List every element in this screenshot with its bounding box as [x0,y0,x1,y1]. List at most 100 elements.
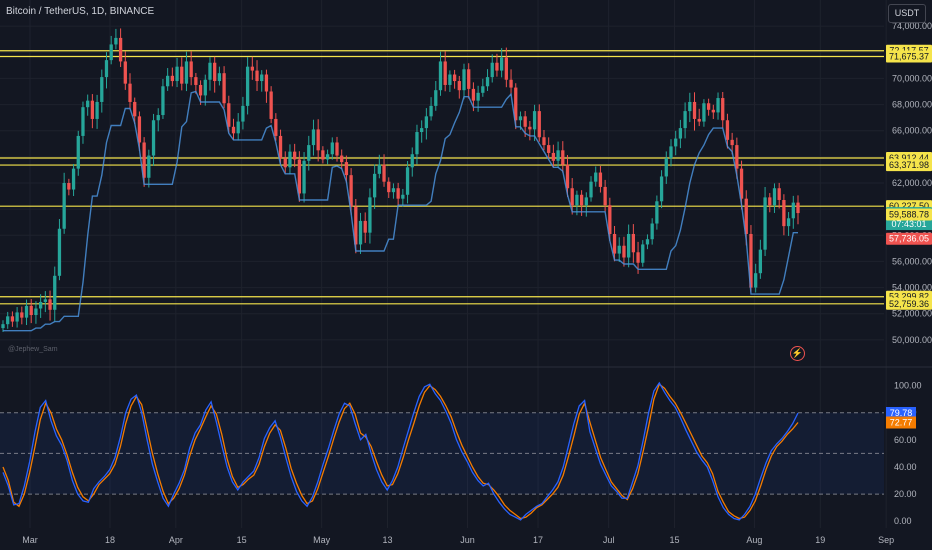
candle-body [128,83,132,102]
price-tick-label: 52,000.00 [892,309,932,319]
candle-body [636,252,640,263]
price-tags: 72,117.5771,675.3763,912.4463,371.9860,2… [886,44,932,310]
candle-body [57,228,62,276]
time-tick-label: 15 [669,535,679,545]
candle-body [180,66,184,84]
candle-body [739,168,744,199]
candle-body [532,111,537,130]
flash-icon[interactable]: ⚡ [790,346,805,361]
candle-body [10,316,15,322]
candle-body [67,183,71,190]
candle-body [1,324,5,329]
candle-body [81,107,85,136]
candle-body [688,101,692,112]
candle-body [283,158,287,168]
candle-body [561,150,565,165]
stoch-k-tag: 79.78 [890,408,913,418]
candle-body [565,164,570,189]
time-tick-label: Jun [460,535,475,545]
candle-body [429,105,433,117]
candle-body [471,88,476,101]
candle-body [250,66,254,71]
level-price-tag: 52,759.36 [889,299,929,309]
time-tick-label: Sep [878,535,894,545]
candle-body [260,74,264,82]
currency-button[interactable]: USDT [888,4,926,23]
candle-body [476,92,480,101]
candle-body [62,183,66,229]
candle-body [485,77,490,87]
candle-body [231,126,236,134]
candle-body [499,57,504,71]
price-tick-label: 68,000.00 [892,100,932,110]
candle-body [194,77,198,85]
candle-body [245,66,250,106]
candle-body [627,233,631,258]
candle-body [481,86,485,93]
candle-body [316,129,320,151]
candle-body [274,118,278,136]
candle-body [382,164,386,182]
candle-body [735,145,739,169]
candle-body [772,188,777,206]
candle-body [438,61,443,91]
candle-body [608,205,612,234]
candle-body [363,220,367,233]
candle-body [448,74,452,85]
author-watermark: @Jephew_Sam [8,346,58,353]
candle-body [269,91,273,119]
candle-body [622,245,626,258]
stoch-k-tag-bg [886,406,916,419]
candle-body [6,316,10,325]
candle-body [650,223,654,240]
candle-body [344,162,349,176]
candle-body [278,135,283,159]
candle-body [509,79,513,88]
candle-body [76,135,80,169]
candle-body [307,145,311,161]
candle-body [241,105,245,122]
supertrend [3,90,798,332]
candle-body [213,62,217,82]
stoch-tick-label: 0.00 [894,516,912,526]
candle-body [514,87,518,121]
level-price-tag: 63,371.98 [889,160,929,170]
candle-body [114,37,118,45]
candle-body [104,60,109,78]
candle-body [29,305,33,316]
candle-body [598,172,603,187]
candle-body [763,197,767,250]
candle-body [692,101,697,119]
candle-body [349,175,353,207]
stoch-d-tag-bg [886,416,916,429]
candle-body [495,62,499,71]
candle-body [311,129,316,146]
candle-body [457,81,461,91]
candle-body [123,61,127,84]
candle-body [217,73,222,82]
candle-body [768,197,772,206]
countdown-tag-bg [886,219,932,231]
candle-body [697,118,701,122]
time-tick-label: Aug [746,535,762,545]
candle-body [142,142,146,178]
candle-body [589,181,593,198]
candle-body [791,202,795,219]
candle-body [20,312,24,318]
candle-body [570,188,574,206]
candle-body [405,167,410,195]
level-price-tag: 60,227.50 [889,201,929,211]
trend-down-tag-bg [886,232,932,245]
candle-body [523,116,527,127]
candle-body [100,77,104,102]
candle-body [53,275,57,310]
time-tick-label: 18 [105,535,115,545]
candle-body [330,142,334,155]
candle-body [575,194,579,206]
stoch-d-line [2,383,799,520]
candle-body [584,197,588,206]
candle-body [358,220,363,245]
candle-body [151,120,156,156]
candle-body [133,101,137,117]
